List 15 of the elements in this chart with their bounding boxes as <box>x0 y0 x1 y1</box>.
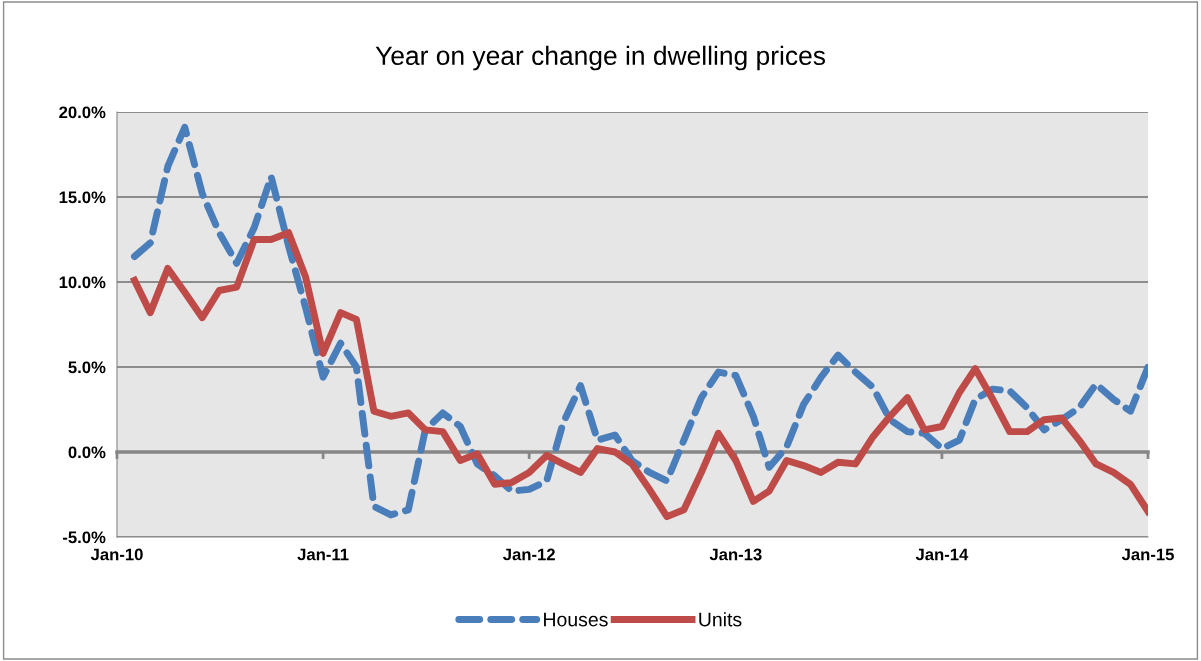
x-tick-label: Jan-10 <box>90 548 143 561</box>
y-tick-label: -5.0% <box>63 531 106 544</box>
x-tick-label: Jan-15 <box>1121 548 1174 561</box>
y-tick-label: 20.0% <box>59 106 106 119</box>
y-tick-label: 5.0% <box>68 361 106 374</box>
x-tick-label: Jan-12 <box>503 548 555 561</box>
y-tick-label: 10.0% <box>59 276 106 289</box>
chart-title: Year on year change in dwelling prices <box>375 45 825 71</box>
x-tick-label: Jan-13 <box>709 548 762 561</box>
x-tick-label: Jan-11 <box>297 548 349 561</box>
legend-label: Units <box>699 612 742 627</box>
x-tick-label: Jan-14 <box>915 548 969 561</box>
y-tick-label: 0.0% <box>68 446 106 459</box>
y-tick-label: 15.0% <box>59 191 106 204</box>
legend-label: Houses <box>544 612 608 627</box>
